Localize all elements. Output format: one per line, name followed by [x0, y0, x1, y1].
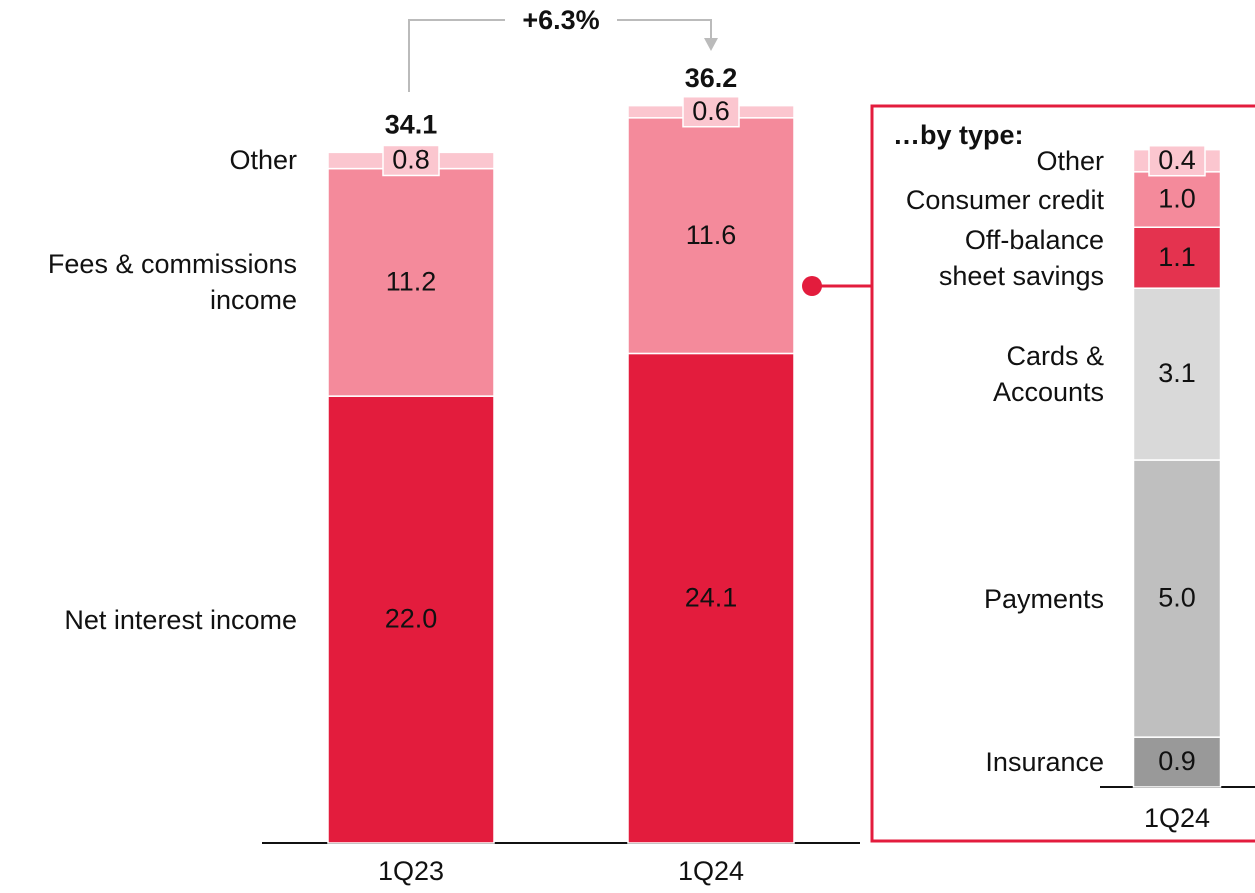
- bar-segment: [327, 395, 495, 844]
- connector-dot: [802, 276, 822, 296]
- value-label-box: [382, 144, 440, 177]
- legend-label: Off-balance sheet savings: [938, 224, 1104, 291]
- value-label: 11.2: [386, 266, 437, 296]
- breakdown-box: [870, 104, 1255, 843]
- x-tick-label: 1Q24: [678, 856, 744, 886]
- value-label: 24.1: [685, 582, 738, 612]
- growth-bracket: [408, 19, 712, 92]
- x-tick-label: 1Q24: [1144, 803, 1210, 833]
- total-label: 36.2: [685, 63, 738, 93]
- value-label-box: [1148, 144, 1206, 177]
- value-label: 3.1: [1158, 358, 1196, 388]
- legend-label: Other: [1036, 145, 1104, 176]
- bar-segment: [627, 352, 795, 844]
- legend-label: Consumer credit: [905, 184, 1104, 215]
- bar-segment: [1132, 226, 1222, 289]
- legend-label: Payments: [983, 583, 1104, 614]
- x-tick-label: 1Q23: [378, 856, 444, 886]
- value-label: 1.0: [1158, 184, 1196, 214]
- value-label: 1.1: [1158, 242, 1196, 272]
- value-label: 0.9: [1158, 746, 1196, 776]
- bar-segment: [1132, 287, 1222, 461]
- legend-label: Insurance: [985, 747, 1104, 778]
- value-label: 0.8: [392, 145, 430, 175]
- value-label-box: [682, 95, 740, 128]
- growth-annotation: +6.3%: [522, 5, 599, 35]
- bar-segment: [1132, 171, 1222, 228]
- value-label: 11.6: [686, 220, 737, 250]
- value-label: 0.4: [1158, 145, 1196, 175]
- value-label: 5.0: [1158, 583, 1196, 613]
- bar-segment: [1132, 459, 1222, 738]
- legend-label: Net interest income: [64, 604, 297, 635]
- total-label: 34.1: [385, 109, 438, 139]
- legend-label: Other: [229, 145, 297, 176]
- breakdown-title: …by type:: [893, 120, 1024, 150]
- legend-label: Fees & commissions income: [47, 249, 297, 316]
- value-label: 22.0: [385, 604, 438, 634]
- value-label: 0.6: [692, 96, 730, 126]
- bar-segment: [327, 167, 495, 397]
- growth-arrow: [704, 38, 718, 51]
- legend-label: Cards & Accounts: [992, 341, 1104, 408]
- bar-segment: [627, 117, 795, 355]
